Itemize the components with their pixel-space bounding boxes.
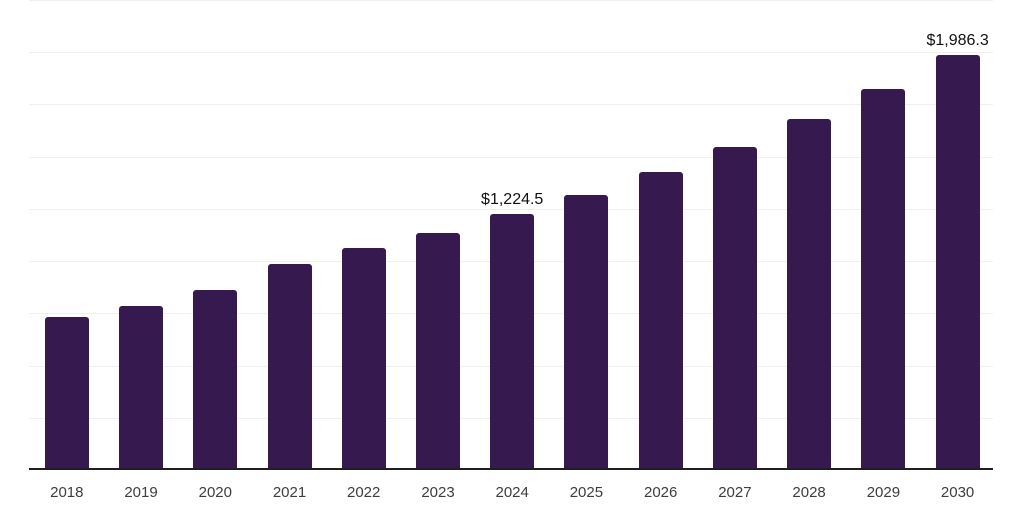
x-tick-label-2028: 2028 xyxy=(792,484,826,501)
bar-2028 xyxy=(787,118,832,470)
x-tick-label-2020: 2020 xyxy=(198,484,232,501)
bar-2023 xyxy=(416,232,460,470)
bar-2030 xyxy=(935,55,980,470)
data-label-2024: $1,224.5 xyxy=(481,191,544,209)
x-tick-label-2019: 2019 xyxy=(124,484,158,501)
x-tick-label-2021: 2021 xyxy=(272,484,307,501)
x-tick-label-2030: 2030 xyxy=(940,484,975,501)
x-tick-label-2018: 2018 xyxy=(50,484,84,501)
x-tick-label-2023: 2023 xyxy=(421,484,455,501)
x-tick-label-2025: 2025 xyxy=(569,484,604,501)
x-tick-label-2029: 2029 xyxy=(866,484,901,501)
bar-2026 xyxy=(638,171,683,470)
bar-2020 xyxy=(193,290,238,470)
bar-2024 xyxy=(490,214,535,470)
x-tick-label-2027: 2027 xyxy=(718,484,752,501)
x-tick-label-2026: 2026 xyxy=(644,484,678,501)
bar-2027 xyxy=(712,147,757,470)
bar-2025 xyxy=(564,194,609,470)
gridline xyxy=(29,157,993,158)
plot-area: $1,224.5 $1,986.3 xyxy=(29,0,993,470)
gridline xyxy=(29,104,993,105)
bar-2019 xyxy=(119,305,163,470)
x-axis-line xyxy=(29,468,993,470)
x-tick-label-2022: 2022 xyxy=(347,484,381,501)
gridline xyxy=(29,52,993,53)
bar-2022 xyxy=(341,248,386,470)
bar-2018 xyxy=(44,316,89,470)
bar-2029 xyxy=(861,88,906,470)
gridline xyxy=(29,209,993,210)
data-label-2030: $1,986.3 xyxy=(926,32,989,50)
x-axis-labels: 2018 2019 2020 2021 2022 2023 2024 2025 2026 2027… xyxy=(0,484,1024,504)
gridline xyxy=(29,0,993,1)
x-tick-label-2024: 2024 xyxy=(495,484,529,501)
bar-2021 xyxy=(267,263,312,470)
